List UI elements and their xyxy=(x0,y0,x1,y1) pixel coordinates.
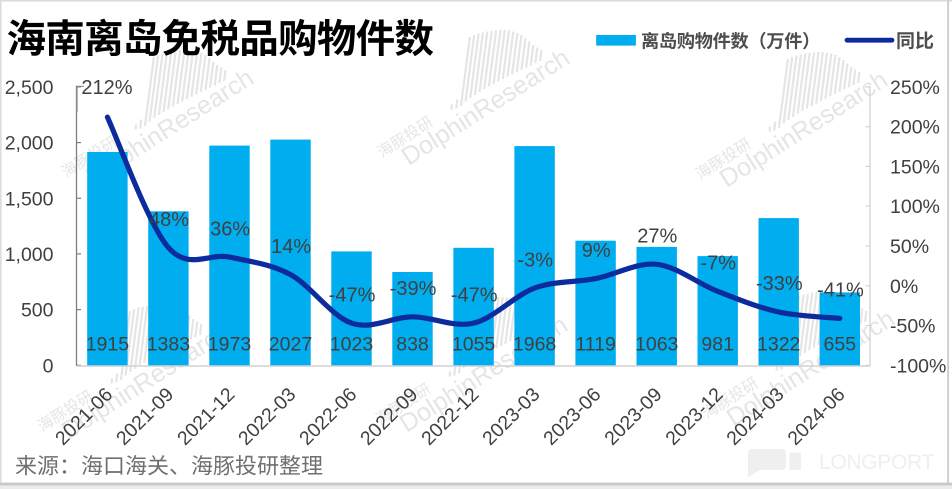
svg-text:838: 838 xyxy=(396,334,429,356)
svg-text:2,000: 2,000 xyxy=(5,133,54,155)
svg-text:-33%: -33% xyxy=(756,273,803,295)
svg-text:1322: 1322 xyxy=(757,334,800,356)
svg-text:1023: 1023 xyxy=(330,334,373,356)
svg-text:27%: 27% xyxy=(637,226,677,248)
svg-text:981: 981 xyxy=(701,334,734,356)
svg-text:1063: 1063 xyxy=(635,334,678,356)
svg-text:212%: 212% xyxy=(81,77,132,99)
svg-text:1915: 1915 xyxy=(86,334,130,356)
svg-text:0%: 0% xyxy=(890,276,918,298)
svg-text:500: 500 xyxy=(21,300,54,322)
svg-text:1973: 1973 xyxy=(208,334,251,356)
svg-text:-50%: -50% xyxy=(890,316,936,338)
svg-text:1968: 1968 xyxy=(513,334,556,356)
svg-text:1,000: 1,000 xyxy=(5,244,54,266)
svg-text:-3%: -3% xyxy=(517,249,553,271)
svg-text:2,500: 2,500 xyxy=(5,77,54,99)
svg-text:9%: 9% xyxy=(582,240,611,262)
svg-text:-47%: -47% xyxy=(329,284,376,306)
svg-text:36%: 36% xyxy=(210,218,250,240)
svg-text:100%: 100% xyxy=(890,196,940,218)
svg-text:1,500: 1,500 xyxy=(5,188,54,210)
svg-text:655: 655 xyxy=(824,334,857,356)
svg-text:0: 0 xyxy=(43,355,54,377)
svg-text:150%: 150% xyxy=(890,156,940,178)
svg-text:48%: 48% xyxy=(149,209,189,231)
svg-text:2027: 2027 xyxy=(269,334,312,356)
svg-text:-39%: -39% xyxy=(390,278,437,300)
svg-text:-47%: -47% xyxy=(451,284,498,306)
svg-text:14%: 14% xyxy=(271,236,311,258)
svg-text:LONGPORT: LONGPORT xyxy=(819,451,935,474)
svg-text:-100%: -100% xyxy=(890,355,946,377)
svg-text:1383: 1383 xyxy=(147,334,190,356)
svg-text:250%: 250% xyxy=(890,77,940,99)
svg-text:-41%: -41% xyxy=(817,280,864,302)
svg-text:50%: 50% xyxy=(890,236,929,258)
svg-text:1055: 1055 xyxy=(452,334,496,356)
svg-text:1119: 1119 xyxy=(575,334,616,356)
svg-text:200%: 200% xyxy=(890,117,940,139)
svg-text:-7%: -7% xyxy=(701,253,737,275)
